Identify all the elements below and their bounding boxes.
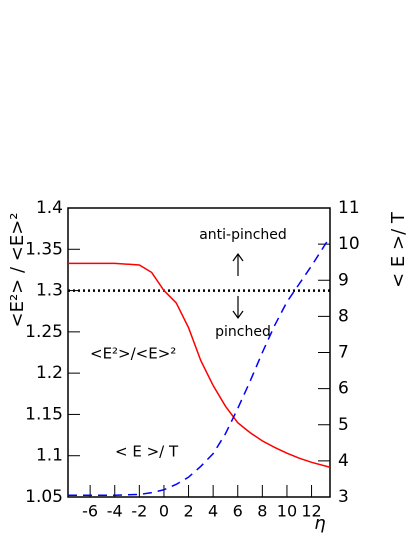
y2-tick-label: 10: [338, 234, 360, 254]
x-tick-label: -2: [131, 502, 147, 521]
y2-tick-label: 8: [338, 306, 349, 326]
y-tick-label: 1.35: [25, 239, 63, 259]
y-tick-label: 1.4: [36, 198, 63, 218]
series-label: < E >/ T: [115, 443, 179, 461]
y-axis-title: <E²> / <E>²: [7, 212, 28, 327]
x-axis-title: η: [314, 513, 325, 534]
x-tick-label: -6: [82, 502, 98, 521]
series-label: <E²>/<E>²: [90, 345, 176, 363]
annotation: anti-pinched: [199, 227, 287, 243]
x-tick-label: 10: [277, 502, 297, 521]
y2-axis-title: < E >/ T: [388, 211, 409, 288]
y2-tick-label: 6: [338, 379, 349, 399]
series-line: [68, 236, 331, 496]
y2-tick-label: 7: [338, 343, 349, 363]
x-tick-label: 2: [183, 502, 193, 521]
y2-tick-label: 4: [338, 451, 349, 471]
x-tick-label: -4: [107, 502, 123, 521]
arrows: [232, 252, 244, 320]
x-tick-label: 12: [301, 502, 321, 521]
y2-tick-label: 9: [338, 270, 349, 290]
x-tick-label: 8: [257, 502, 267, 521]
y2-tick-label: 11: [338, 198, 360, 218]
x-tick-label: 0: [159, 502, 169, 521]
y-tick-label: 1.2: [36, 363, 63, 383]
y-tick-label: 1.3: [36, 281, 63, 301]
x-tick-label: 4: [208, 502, 218, 521]
y-tick-label: 1.05: [25, 487, 63, 507]
y-tick-label: 1.1: [36, 446, 63, 466]
y2-tick-label: 5: [338, 415, 349, 435]
annotation: pinched: [215, 324, 271, 340]
y2-tick-label: 3: [338, 487, 349, 507]
y-tick-label: 1.15: [25, 404, 63, 424]
x-tick-label: 6: [233, 502, 243, 521]
y-tick-label: 1.25: [25, 322, 63, 342]
series-line: [68, 262, 331, 468]
